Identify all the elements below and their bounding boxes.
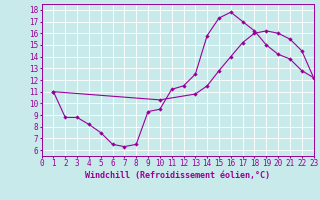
X-axis label: Windchill (Refroidissement éolien,°C): Windchill (Refroidissement éolien,°C) [85,171,270,180]
